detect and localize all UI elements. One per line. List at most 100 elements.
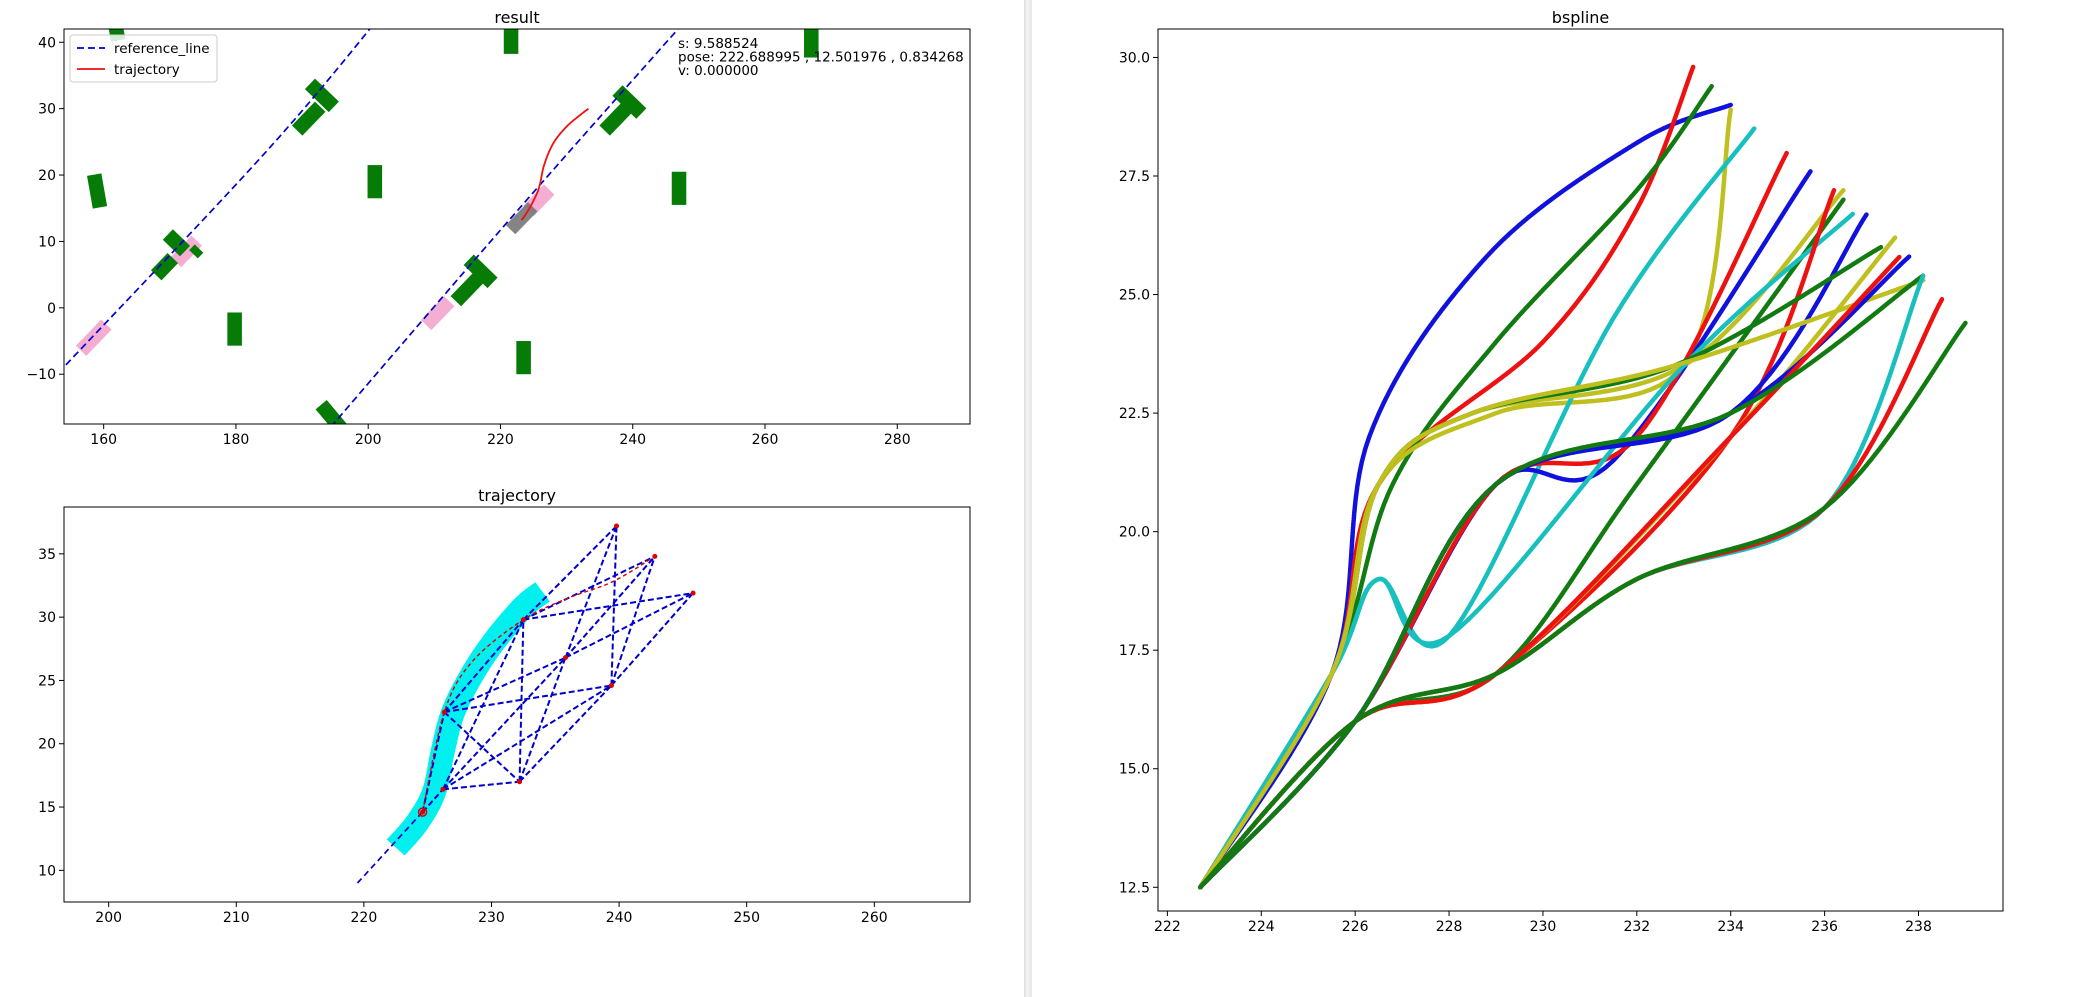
traj-x-tick-label: 260 — [861, 910, 888, 926]
result-x-tick-label: 180 — [223, 432, 250, 448]
lattice-edge — [442, 684, 612, 791]
traj-axes-frame — [63, 506, 971, 903]
lattice-node — [520, 617, 526, 623]
bspline-y-tick-label: 22.5 — [1119, 406, 1150, 422]
ego-vehicle — [505, 202, 538, 235]
lattice-edge — [518, 684, 613, 783]
lattice-edge — [421, 788, 444, 813]
lattice-edge — [522, 525, 618, 621]
result-x-tick-label: 240 — [619, 432, 646, 448]
legend-label-trajectory: trajectory — [114, 62, 180, 78]
start-node-marker — [417, 807, 428, 817]
obstacle-box — [450, 272, 485, 307]
lattice-edge — [443, 711, 521, 783]
bspline-x-tick-label: 238 — [1905, 919, 1932, 935]
result-x-tick-label: 260 — [752, 432, 779, 448]
trajectory-plot: 200 210 220 230 240 250 260 10 15 20 25 30 35 traject… — [38, 486, 971, 926]
obstacle-box — [599, 101, 633, 136]
obstacle-box — [315, 399, 349, 424]
obstacle-box — [291, 101, 326, 136]
bspline-curve-2 — [1198, 64, 1696, 890]
lattice-node — [614, 523, 620, 529]
lattice-edge — [442, 656, 567, 791]
result-x-tick-label: 160 — [90, 432, 117, 448]
bspline-curve-15 — [1198, 278, 1926, 890]
obstacle-box — [150, 253, 179, 281]
bspline-x-tick-label: 230 — [1530, 919, 1557, 935]
obstacle-box — [87, 173, 108, 209]
traj-plot-area — [356, 523, 696, 884]
obstacle-box — [162, 229, 191, 257]
state-annotation: v: 0.000000 — [678, 63, 759, 79]
obstacle-box — [105, 29, 126, 42]
lattice-node — [652, 553, 658, 559]
result-y-tick-label: 10 — [38, 234, 56, 250]
lattice-edge — [523, 592, 694, 621]
state-annotation: s: 9.588524 — [678, 36, 758, 52]
lattice-edge — [564, 555, 656, 659]
traj-y-tick-label: 30 — [38, 610, 56, 626]
bspline-curve-8 — [1198, 187, 1846, 890]
bspline-y-tick-label: 17.5 — [1119, 643, 1150, 659]
traj-y-tick-label: 10 — [38, 863, 56, 879]
right-figure-canvas: 222 224 226 228 230 232 234 236 238 12.5 15.0 17.5 2… — [1119, 8, 2004, 935]
bspline-curve-7 — [1198, 150, 1790, 890]
result-x-tick-label: 280 — [884, 432, 911, 448]
result-y-tick-label: 0 — [47, 301, 56, 317]
lattice-edge — [442, 619, 525, 790]
traj-x-tick-label: 230 — [478, 910, 505, 926]
result-y-tick-label: −10 — [26, 367, 56, 383]
left-figure-window: 160 180 200 220 240 260 280 −10 0 10 20 30 40 result r… — [0, 0, 1024, 997]
traj-y-tick-label: 15 — [38, 800, 56, 816]
bspline-curve-18 — [1198, 273, 1926, 890]
result-y-tick-label: 40 — [38, 35, 56, 51]
obstacle-box — [804, 29, 819, 58]
traj-x-tick-label: 240 — [606, 910, 633, 926]
lattice-edge — [518, 657, 567, 783]
result-plot-area — [64, 29, 819, 424]
obstacle-box — [463, 254, 498, 289]
lattice-node — [440, 786, 446, 792]
right-figure-window: 222 224 226 228 230 232 234 236 238 12.5 15.0 17.5 2… — [1032, 0, 2098, 997]
obstacle-box — [189, 244, 204, 259]
bspline-y-tick-label: 20.0 — [1119, 525, 1150, 541]
state-annotation: pose: 222.688995 , 12.501976 , 0.834268 — [678, 50, 964, 66]
bspline-curve-19 — [1198, 273, 1926, 890]
lattice-edge — [442, 780, 520, 791]
drivable-corridor — [384, 580, 554, 859]
bspline-plot-area — [1198, 64, 1968, 890]
lattice-node — [420, 809, 426, 815]
lattice-node — [690, 590, 696, 596]
lattice-edge — [421, 711, 446, 813]
bspline-x-tick-label: 232 — [1623, 919, 1650, 935]
obstacle-box — [227, 312, 242, 346]
traj-x-tick-label: 200 — [95, 910, 122, 926]
legend-label-reference-line: reference_line — [114, 41, 210, 57]
bspline-curve-11 — [1198, 187, 1837, 890]
obstacle-box — [304, 78, 339, 113]
traj-x-tick-label: 210 — [223, 910, 250, 926]
lattice-edge — [443, 656, 566, 714]
bspline-axes-frame — [1157, 28, 2004, 912]
lattice-edge — [444, 684, 612, 714]
result-axes-frame — [63, 28, 971, 425]
obstacle-box — [516, 341, 531, 375]
bspline-y-tick-label: 12.5 — [1119, 880, 1150, 896]
traj-y-tick-label: 25 — [38, 673, 56, 689]
traj-x-tick-label: 220 — [351, 910, 378, 926]
lattice-node — [562, 655, 568, 661]
bspline-y-tick-label: 30.0 — [1119, 50, 1150, 66]
bspline-x-tick-label: 228 — [1436, 919, 1463, 935]
lattice-edge — [564, 525, 618, 659]
footprint-box — [75, 319, 112, 356]
traj-x-tick-label: 250 — [733, 910, 760, 926]
lattice-edge — [610, 556, 656, 686]
reference-line — [64, 29, 371, 369]
obstacle-box — [671, 171, 687, 205]
lattice-edge — [443, 619, 525, 713]
bspline-curve-17 — [1198, 254, 1902, 890]
bspline-x-tick-label: 222 — [1154, 919, 1181, 935]
window-divider[interactable] — [1024, 0, 1032, 997]
bspline-curve-10 — [1198, 211, 1856, 890]
traj-y-tick-label: 35 — [38, 547, 56, 563]
